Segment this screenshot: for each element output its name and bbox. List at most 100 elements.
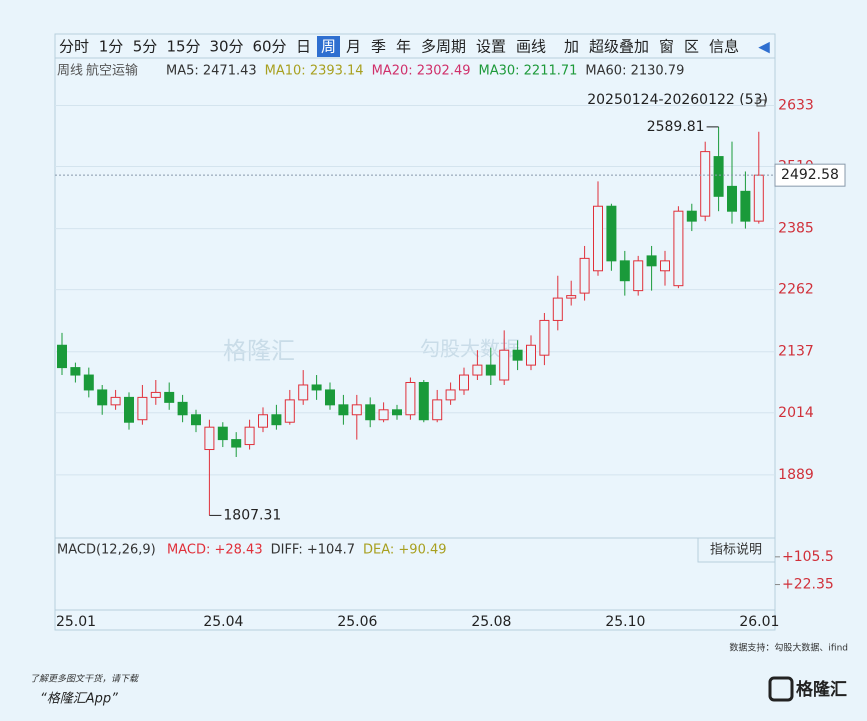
ma-label: MA60: 2130.79 xyxy=(585,64,684,79)
candle-body xyxy=(552,297,563,321)
tab[interactable]: 画线 xyxy=(516,38,546,56)
macd-label: MACD(12,26,9) xyxy=(57,543,156,558)
candle-body xyxy=(137,396,148,421)
tab[interactable]: 设置 xyxy=(476,38,506,56)
source: 数据支持：勾股大数据、ifind xyxy=(729,642,848,654)
candle-body xyxy=(445,389,456,401)
y-tick-label: +22.35 xyxy=(782,577,834,593)
candle-body xyxy=(177,401,188,416)
max-label: 2589.81 xyxy=(647,119,705,135)
tab[interactable]: 周 xyxy=(321,38,336,56)
candle-body xyxy=(70,367,81,376)
candle-body xyxy=(231,439,242,448)
candle-body xyxy=(271,414,282,426)
candle-body xyxy=(499,349,510,381)
tab-selected[interactable] xyxy=(317,36,340,57)
indicator-help-text[interactable]: 指标说明 xyxy=(710,543,762,558)
x-tick-label: 25.01 xyxy=(56,614,96,630)
candle-body xyxy=(164,391,175,403)
candle-body xyxy=(311,384,322,391)
y-tick-label: 1889 xyxy=(778,467,814,483)
candle-body xyxy=(97,389,108,406)
lock-icon xyxy=(756,99,766,107)
candle-body xyxy=(351,404,362,416)
candle-body xyxy=(378,409,389,421)
y-tick-label: 2385 xyxy=(778,221,814,237)
y-tick-label: 2137 xyxy=(778,344,814,360)
candle-body xyxy=(485,364,496,376)
candle-body xyxy=(459,374,469,391)
candle-body xyxy=(606,205,617,262)
tab[interactable]: 月 xyxy=(346,38,361,56)
candle-body xyxy=(753,174,764,222)
tab[interactable]: 15分 xyxy=(166,38,200,56)
candle-body xyxy=(204,426,215,451)
candle-body xyxy=(740,190,751,222)
x-tick-label: 26.01 xyxy=(739,614,779,630)
candle-body xyxy=(539,319,550,356)
candle-body xyxy=(325,389,335,406)
candle-body xyxy=(566,295,577,299)
candle-body xyxy=(512,349,523,361)
candle-body xyxy=(298,384,309,401)
tab[interactable]: 5分 xyxy=(133,38,158,56)
period: 周线 xyxy=(57,64,83,79)
candle-body xyxy=(284,399,295,423)
logo-icon xyxy=(768,676,794,702)
candle-body xyxy=(646,255,657,267)
candle-body xyxy=(244,426,255,446)
tab[interactable]: 季 xyxy=(371,38,386,56)
candle-body xyxy=(593,205,603,272)
ma-label: MA30: 2211.71 xyxy=(479,64,578,79)
candle-body xyxy=(365,404,376,421)
candle-body xyxy=(619,260,630,282)
candle-body xyxy=(191,414,201,426)
app-name: “格隆汇App” xyxy=(40,692,118,707)
tab[interactable]: 多周期 xyxy=(421,38,466,56)
tab[interactable]: 信息 xyxy=(709,38,739,56)
x-tick-label: 25.10 xyxy=(605,614,645,630)
promo: 了解更多图文干货，请下载 xyxy=(30,674,139,685)
ma-label: MA20: 2302.49 xyxy=(372,64,471,79)
tab[interactable]: 年 xyxy=(396,38,411,56)
y-tick-label: +105.5 xyxy=(782,549,834,565)
y-tick-label: 2014 xyxy=(778,405,814,421)
macd-item: DEA: +90.49 xyxy=(363,543,447,558)
y-tick-label: 2633 xyxy=(778,97,814,113)
min-label: 1807.31 xyxy=(223,507,281,523)
candle-body xyxy=(392,409,402,416)
collapse-icon[interactable]: ◀ xyxy=(758,38,770,56)
tab[interactable]: 日 xyxy=(296,38,311,56)
candle-body xyxy=(110,396,121,406)
candle-body xyxy=(686,210,697,222)
y-tick-label: 2262 xyxy=(778,282,814,298)
tab[interactable]: 分时 xyxy=(59,38,89,56)
tab[interactable]: 区 xyxy=(684,38,699,56)
candle-body xyxy=(150,391,161,398)
candle-body xyxy=(660,260,670,272)
candle-body xyxy=(432,399,443,421)
x-tick-label: 25.04 xyxy=(203,614,243,630)
macd-item: MACD: +28.43 xyxy=(167,543,263,558)
candle-body xyxy=(338,404,349,416)
current-price: 2492.58 xyxy=(781,167,839,183)
candle-body xyxy=(673,210,684,287)
candle-body xyxy=(727,185,737,212)
tab[interactable]: 窗 xyxy=(659,38,674,56)
index-name: 航空运输 xyxy=(86,63,138,79)
x-tick-label: 25.06 xyxy=(337,614,377,630)
macd-item: DIFF: +104.7 xyxy=(271,543,355,558)
tab[interactable]: 1分 xyxy=(99,38,124,56)
indicator-help-button[interactable] xyxy=(697,537,776,563)
candle-body xyxy=(700,151,711,217)
tab[interactable]: 60分 xyxy=(252,38,286,56)
ma-label: MA5: 2471.43 xyxy=(166,64,257,79)
tab[interactable]: 加 xyxy=(564,38,579,56)
tab[interactable]: 超级叠加 xyxy=(589,38,649,56)
tab[interactable]: 30分 xyxy=(209,38,243,56)
logo: 格隆汇 xyxy=(796,679,847,700)
candle-body xyxy=(83,374,94,391)
candle-body xyxy=(405,381,416,416)
